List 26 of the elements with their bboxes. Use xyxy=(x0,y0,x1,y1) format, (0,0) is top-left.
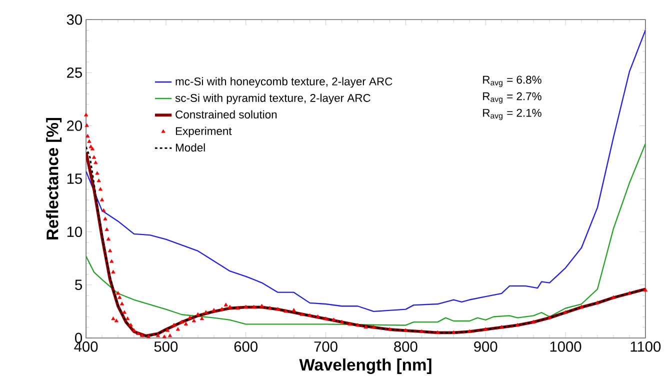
x-tick-label: 1000 xyxy=(550,341,582,352)
y-tick-label: 0 xyxy=(75,332,82,344)
x-tick-label: 500 xyxy=(154,341,178,352)
legend-label: Model xyxy=(176,143,205,152)
x-axis-title: Wavelength [nm] xyxy=(299,358,432,374)
legend-label: Constrained solution xyxy=(176,110,277,119)
x-tick-label: 700 xyxy=(314,341,338,352)
y-axis-title: Reflectance [%] xyxy=(46,118,62,240)
x-tick-label: 600 xyxy=(234,341,258,352)
y-tick-label: 20 xyxy=(67,120,82,131)
y-tick-label: 15 xyxy=(67,174,82,184)
x-tick-label: 800 xyxy=(394,341,418,352)
x-tick-label: 900 xyxy=(474,341,498,352)
x-tick-label: 400 xyxy=(74,341,98,352)
line-series xyxy=(86,30,646,312)
y-tick-label: 5 xyxy=(75,280,82,290)
y-tick-label: 30 xyxy=(66,14,82,25)
x-tick-label: 1100 xyxy=(630,341,661,352)
legend-label: sc-Si with pyramid texture, 2-layer ARC xyxy=(175,94,370,104)
y-tick-label: 25 xyxy=(67,68,82,78)
legend-label: Experiment xyxy=(176,126,232,138)
annotation: R$_{avg}$ = 2.7% xyxy=(483,92,542,104)
legend-label: mc-Si with honeycomb texture, 2-layer ARC xyxy=(176,77,392,88)
y-tick-label: 10 xyxy=(67,226,82,238)
annotation: R$_{avg}$ = 6.8% xyxy=(483,76,542,88)
annotation: R$_{avg}$ = 2.1% xyxy=(483,108,542,120)
